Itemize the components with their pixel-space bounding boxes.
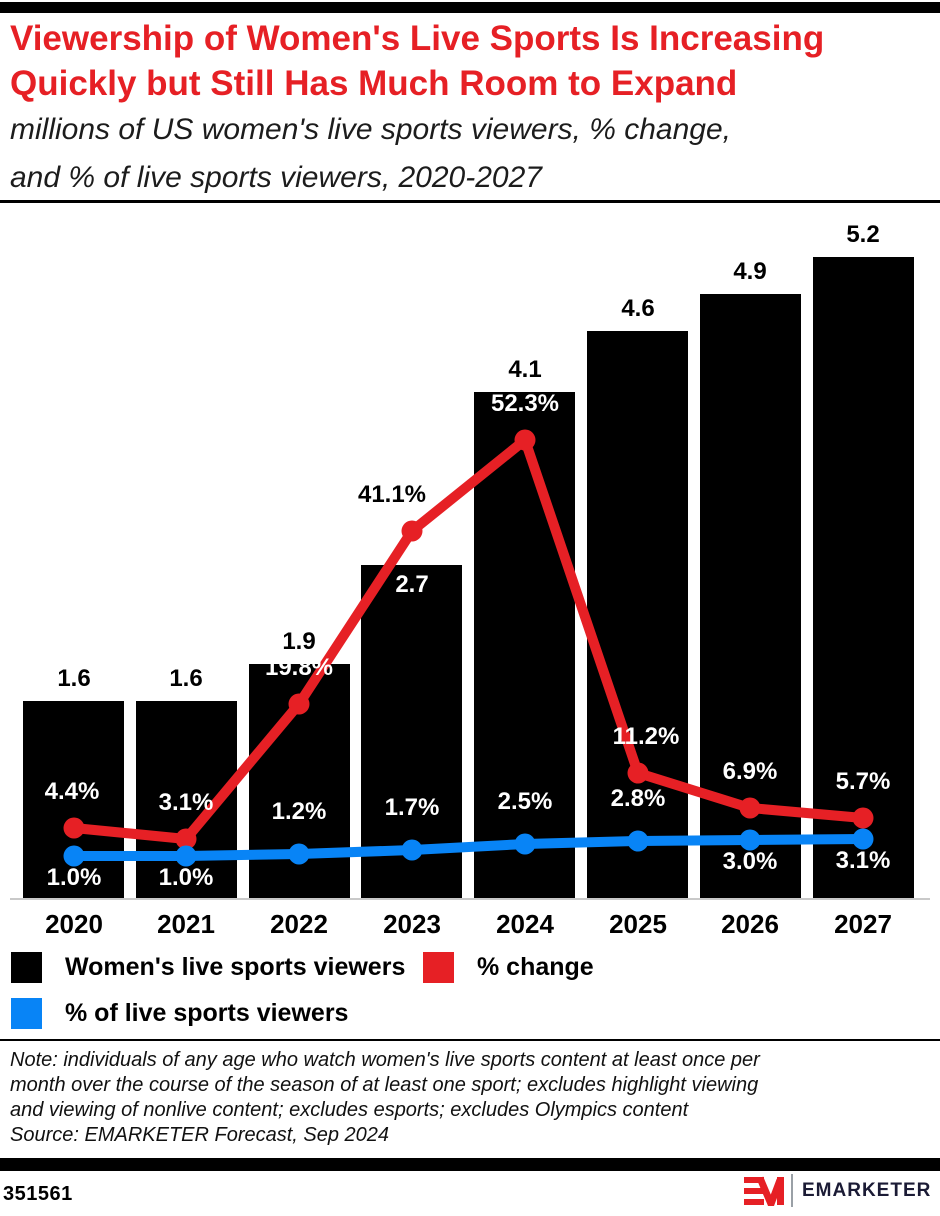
of-live-sports-viewers-label: 1.0% [158,864,214,891]
of-live-sports-viewers-label: 2.5% [497,788,553,815]
x-axis-label-2025: 2025 [609,909,667,939]
of-live-sports-viewers-label: 1.0% [46,864,102,891]
of-live-sports-viewers-point-2025 [627,830,649,852]
legend-label-pct-change: % change [477,953,594,981]
of-live-sports-viewers-label: 3.1% [835,847,891,874]
change-label: 52.3% [490,390,560,417]
bar-2024 [474,392,575,898]
x-axis-label-2021: 2021 [157,909,215,939]
change-point-2025 [627,762,649,784]
emarketer-logo-icon [744,1176,784,1206]
legend-label-bars: Women's live sports viewers [65,953,406,981]
bar-2027 [813,257,914,898]
bar-value-label: 1.6 [57,665,91,692]
emarketer-logo: EMARKETER [744,1174,931,1207]
change-label: 5.7% [835,768,891,795]
change-label: 4.4% [44,778,100,805]
bar-2025 [587,331,688,898]
x-axis-label-2020: 2020 [45,909,103,939]
page-title: Viewership of Women's Live Sports Is Inc… [10,19,825,103]
x-axis-label-2022: 2022 [270,909,328,939]
change-point-2022 [288,693,310,715]
legend-swatch-bars [11,952,42,983]
change-point-2021 [175,828,197,850]
change-point-2027 [852,807,874,829]
logo-divider [791,1174,793,1207]
change-label: 11.2% [612,723,680,750]
of-live-sports-viewers-point-2024 [514,833,536,855]
of-live-sports-viewers-label: 1.7% [384,794,440,821]
of-live-sports-viewers-label: 1.2% [271,798,327,825]
change-point-2023 [401,520,423,542]
x-axis-label-2024: 2024 [496,909,554,939]
of-live-sports-viewers-point-2023 [401,839,423,861]
footer-divider-bar [0,1158,940,1171]
of-live-sports-viewers-line [74,834,864,861]
x-axis-label-2026: 2026 [721,909,779,939]
of-live-sports-viewers-point-2020 [63,845,85,867]
of-live-sports-viewers-label: 2.8% [610,785,666,812]
of-live-sports-viewers-point-2026 [739,829,761,851]
change-label: 41.1% [357,481,427,508]
change-label: 3.1% [158,789,214,816]
top-border-bar [0,2,940,13]
x-axis-label-2023: 2023 [383,909,441,939]
source-text: Source: EMARKETER Forecast, Sep 2024 [10,1124,390,1146]
bar-value-label: 1.9 [282,628,316,655]
of-live-sports-viewers-label: 3.0% [722,848,778,875]
of-live-sports-viewers-point-2021 [175,845,197,867]
change-label: 19.8% [264,654,334,681]
logo-wordmark: EMARKETER [802,1179,932,1201]
of-live-sports-viewers-point-2027 [852,828,874,850]
chart-subtitle: millions of US women's live sports viewe… [10,113,731,194]
note-divider [0,1039,940,1041]
line-series-overlay [63,429,874,867]
change-line [73,435,864,844]
change-point-2026 [739,797,761,819]
chart-id: 351561 [3,1183,73,1205]
chart-area: 1.6 2020 1.6 2021 1.9 2022 2.7 2023 4.1 2024 4.6 20… [0,203,940,940]
change-point-2024 [514,429,536,451]
bar-value-label: 4.6 [621,295,655,322]
x-axis-label-2027: 2027 [834,909,892,939]
note-text: Note: individuals of any age who watch w… [10,1049,760,1121]
of-live-sports-viewers-point-2022 [288,843,310,865]
legend-swatch-pct-change [423,952,454,983]
bar-value-label: 4.9 [733,258,767,285]
header-divider [0,200,940,203]
legend-swatch-pct-viewers [11,998,42,1029]
legend-label-pct-viewers: % of live sports viewers [65,999,349,1027]
change-label: 6.9% [722,758,778,785]
bar-value-label: 2.7 [395,571,429,598]
change-point-2020 [63,817,85,839]
bar-value-label: 1.6 [169,665,203,692]
x-axis-line [10,898,930,900]
bar-value-label: 4.1 [508,356,542,383]
bar-value-label: 5.2 [846,221,880,248]
